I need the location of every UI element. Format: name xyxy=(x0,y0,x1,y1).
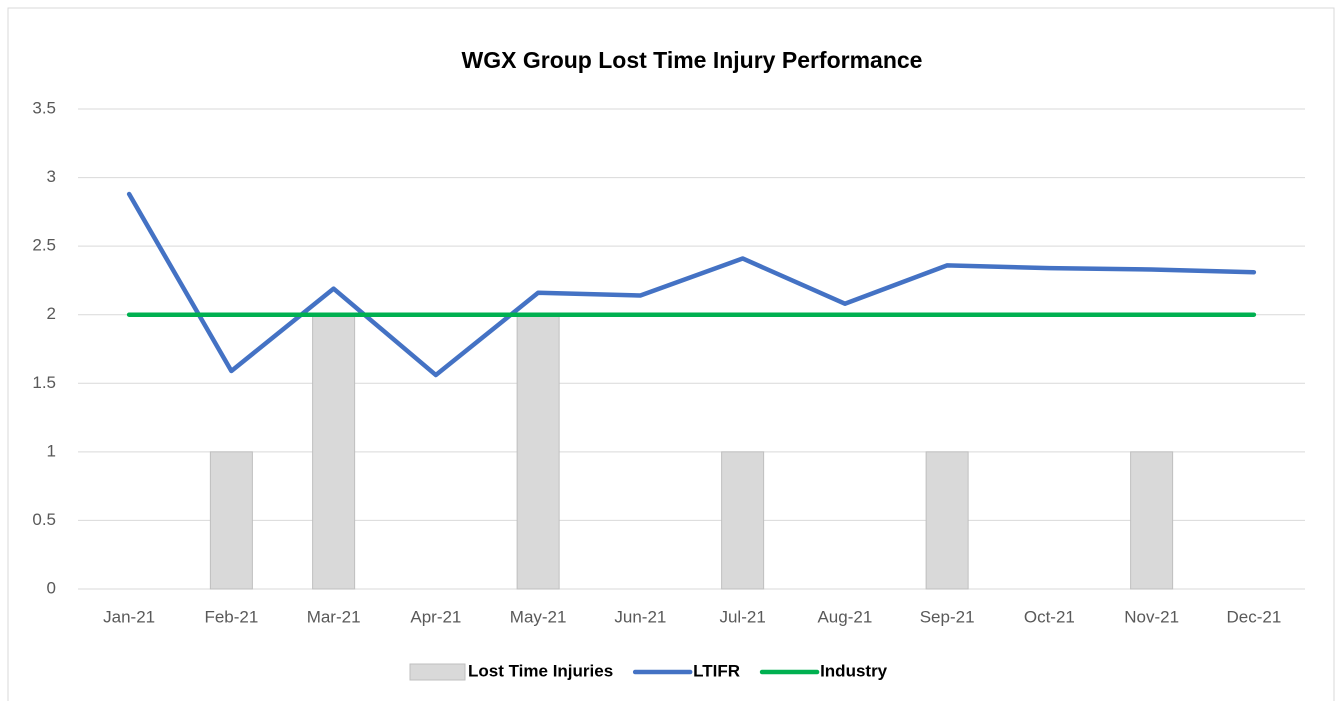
legend-label: LTIFR xyxy=(693,661,740,680)
bar xyxy=(516,314,560,590)
chart-title: WGX Group Lost Time Injury Performance xyxy=(462,47,923,73)
bar xyxy=(312,314,356,590)
x-tick-label: Aug-21 xyxy=(817,607,872,626)
x-tick-label: Jul-21 xyxy=(719,607,765,626)
x-tick-label: Oct-21 xyxy=(1024,607,1075,626)
x-tick-label: Sep-21 xyxy=(920,607,975,626)
x-tick-label: Dec-21 xyxy=(1226,607,1281,626)
line-1 xyxy=(126,191,1257,378)
y-tick-label: 1 xyxy=(47,441,56,460)
chart-border xyxy=(7,7,1335,701)
y-tick-label: 3 xyxy=(47,167,56,186)
x-tick-label: Mar-21 xyxy=(307,607,361,626)
x-tick-label: Feb-21 xyxy=(204,607,258,626)
y-tick-label: 2.5 xyxy=(32,236,56,255)
legend-swatch xyxy=(409,663,466,681)
bar xyxy=(721,451,765,590)
legend-label: Lost Time Injuries xyxy=(468,661,613,680)
y-tick-label: 3.5 xyxy=(32,98,56,117)
bar xyxy=(1130,451,1174,590)
y-tick-label: 1.5 xyxy=(32,373,56,392)
x-tick-label: Apr-21 xyxy=(410,607,461,626)
y-tick-label: 0.5 xyxy=(32,510,56,529)
x-tick-label: Jan-21 xyxy=(103,607,155,626)
bar xyxy=(925,451,969,590)
legend-label: Industry xyxy=(820,661,888,680)
x-tick-label: Jun-21 xyxy=(614,607,666,626)
x-tick-label: Nov-21 xyxy=(1124,607,1179,626)
y-tick-label: 2 xyxy=(47,304,56,323)
x-tick-label: May-21 xyxy=(510,607,567,626)
y-tick-label: 0 xyxy=(47,578,56,597)
bar xyxy=(209,451,253,590)
